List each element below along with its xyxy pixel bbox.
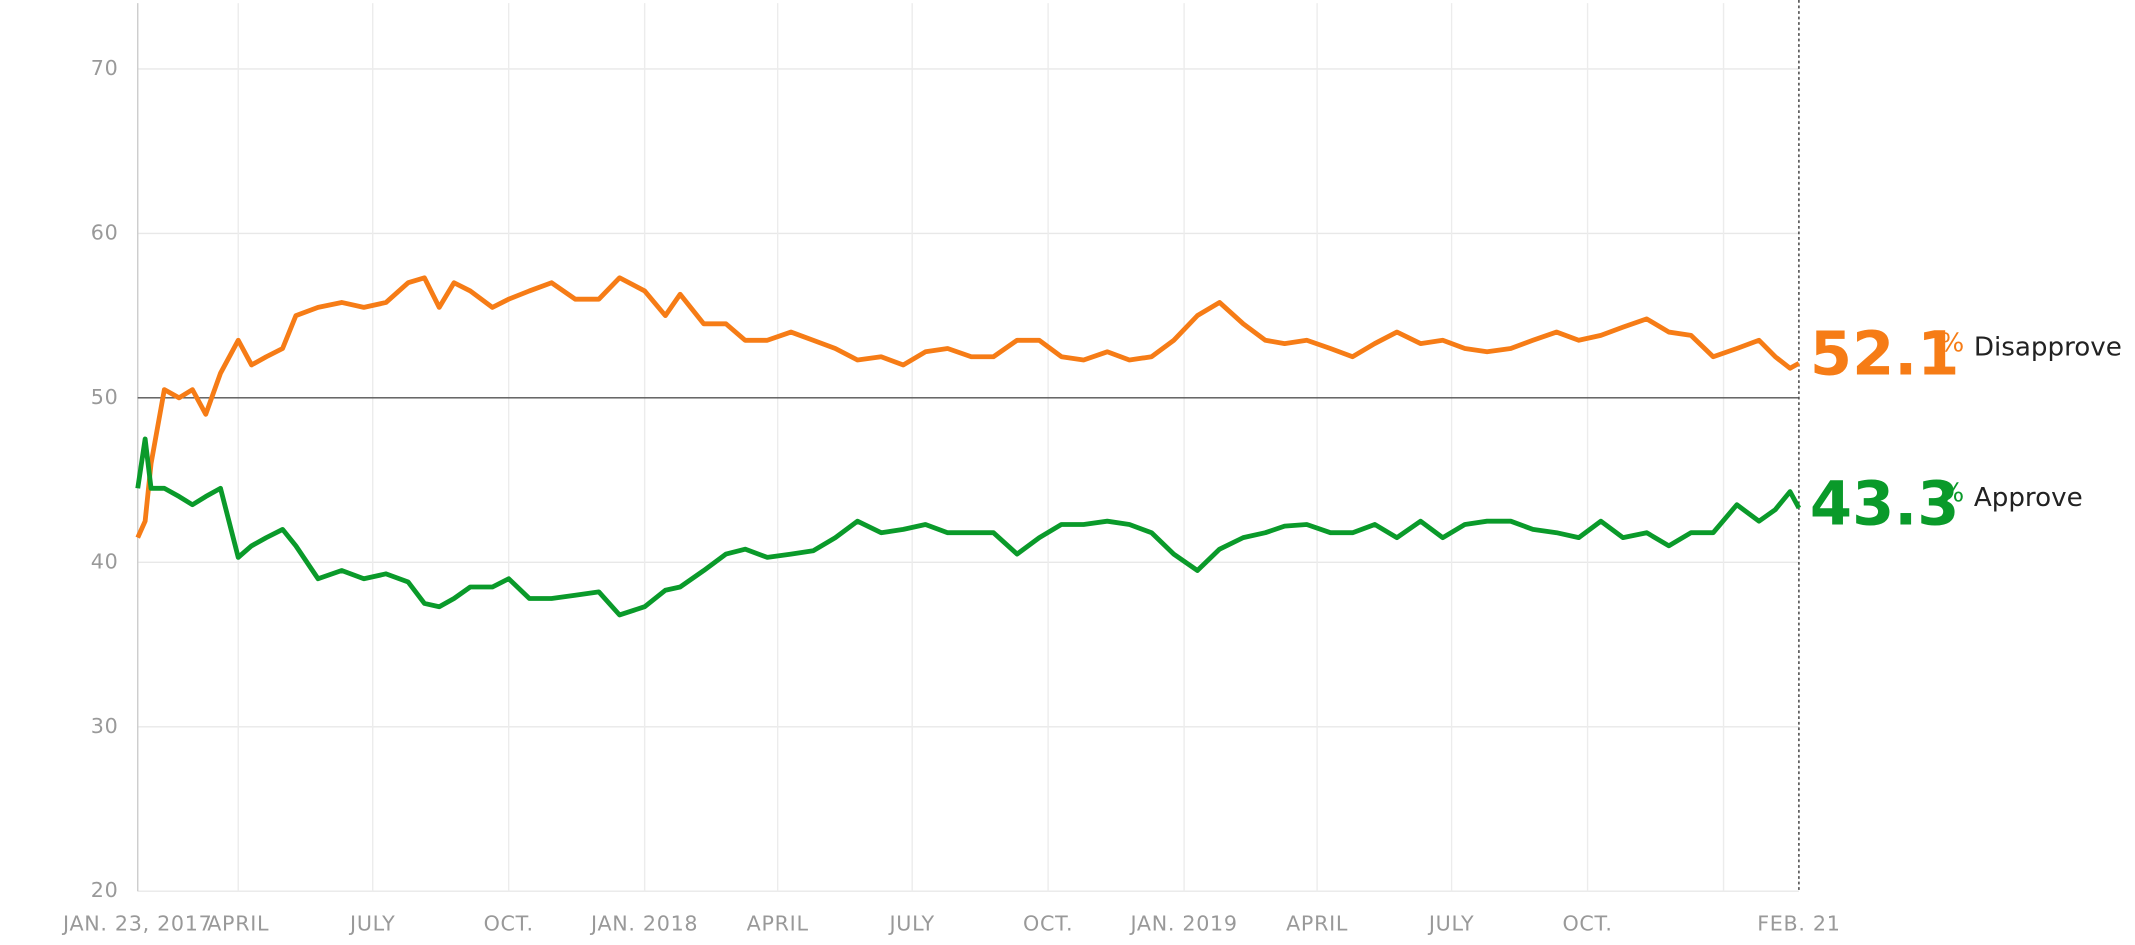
x-tick-label: JULY — [348, 911, 395, 935]
series-line — [135, 275, 1801, 539]
x-tick-label: APRIL — [1286, 911, 1348, 935]
y-tick-label: 50 — [91, 385, 119, 409]
legend-label: Disapprove — [1974, 333, 2122, 363]
x-tick-label: JAN. 2018 — [589, 911, 698, 935]
y-tick-label: 30 — [91, 714, 119, 738]
x-tick-label: JAN. 23, 2017 — [61, 911, 212, 935]
series-line — [135, 436, 1802, 618]
legend-label: Approve — [1974, 483, 2083, 513]
y-tick-label: 40 — [91, 549, 119, 573]
x-tick-label: JAN. 2019 — [1128, 911, 1237, 935]
y-tick-label: 70 — [91, 56, 119, 80]
x-tick-label: OCT. — [1023, 911, 1073, 935]
x-tick-label: APRIL — [747, 911, 809, 935]
x-tick-label: FEB. 21 — [1757, 911, 1840, 935]
y-tick-label: 60 — [91, 220, 119, 244]
current-unit: % — [1939, 329, 1964, 359]
x-tick-label: JULY — [887, 911, 934, 935]
current-value: 52.1 — [1810, 319, 1960, 389]
current-value: 43.3 — [1810, 470, 1960, 540]
y-tick-label: 20 — [91, 878, 119, 902]
x-tick-label: APRIL — [207, 911, 269, 935]
x-tick-label: OCT. — [1562, 911, 1612, 935]
x-tick-label: OCT. — [484, 911, 534, 935]
current-unit: % — [1939, 479, 1964, 509]
x-tick-label: JULY — [1427, 911, 1474, 935]
